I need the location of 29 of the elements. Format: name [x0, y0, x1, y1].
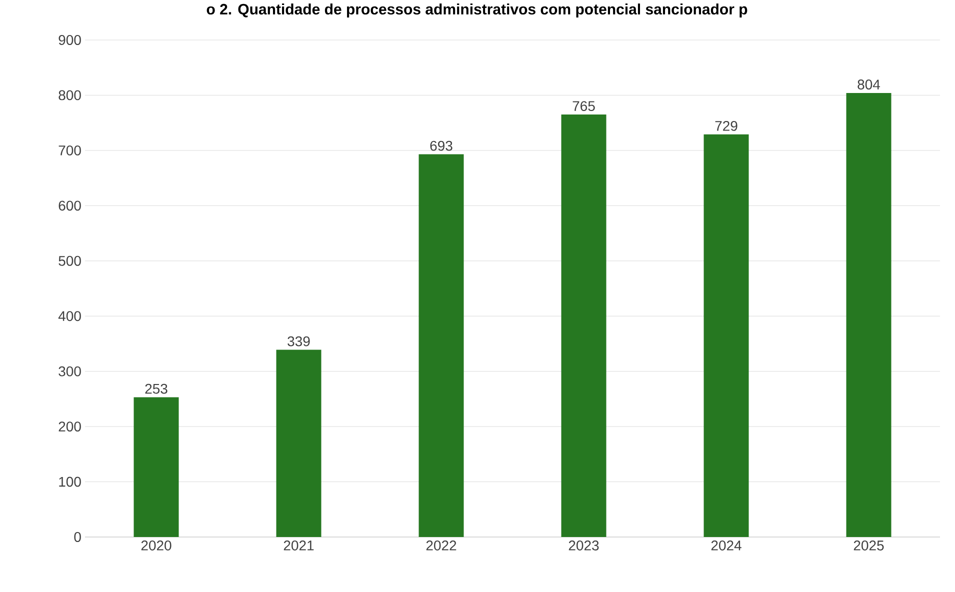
bar [418, 154, 464, 537]
data-label: 804 [858, 80, 880, 90]
y-tick-label: 900 [58, 35, 81, 45]
data-label: 339 [288, 336, 310, 346]
x-tick-label: 2025 [854, 540, 884, 550]
x-tick-label: 2023 [568, 540, 599, 550]
y-tick-label: 100 [59, 476, 81, 487]
data-label: 693 [430, 140, 452, 151]
x-tick-label: 2020 [141, 540, 172, 550]
y-tick-label: 800 [58, 90, 81, 100]
chart-title: o 2. Quantidade de processos administrativos com potencial sancionador p [206, 4, 748, 18]
x-tick-label: 2021 [284, 540, 314, 550]
data-label: 765 [572, 101, 595, 112]
y-tick-label: 200 [58, 422, 81, 432]
bar [704, 134, 749, 537]
y-tick-label: 0 [74, 532, 81, 542]
bar [276, 350, 322, 537]
x-tick-label: 2024 [711, 540, 742, 550]
data-label: 253 [145, 384, 168, 394]
y-tick-label: 600 [58, 200, 81, 211]
x-tick-label: 2022 [426, 540, 456, 550]
y-tick-label: 700 [58, 145, 81, 156]
y-tick-label: 300 [58, 366, 81, 376]
data-label: 729 [715, 120, 738, 131]
bar [134, 397, 179, 537]
bar [846, 93, 892, 537]
y-tick-label: 500 [58, 256, 81, 266]
bar [561, 114, 606, 537]
y-tick-label: 400 [58, 311, 81, 322]
